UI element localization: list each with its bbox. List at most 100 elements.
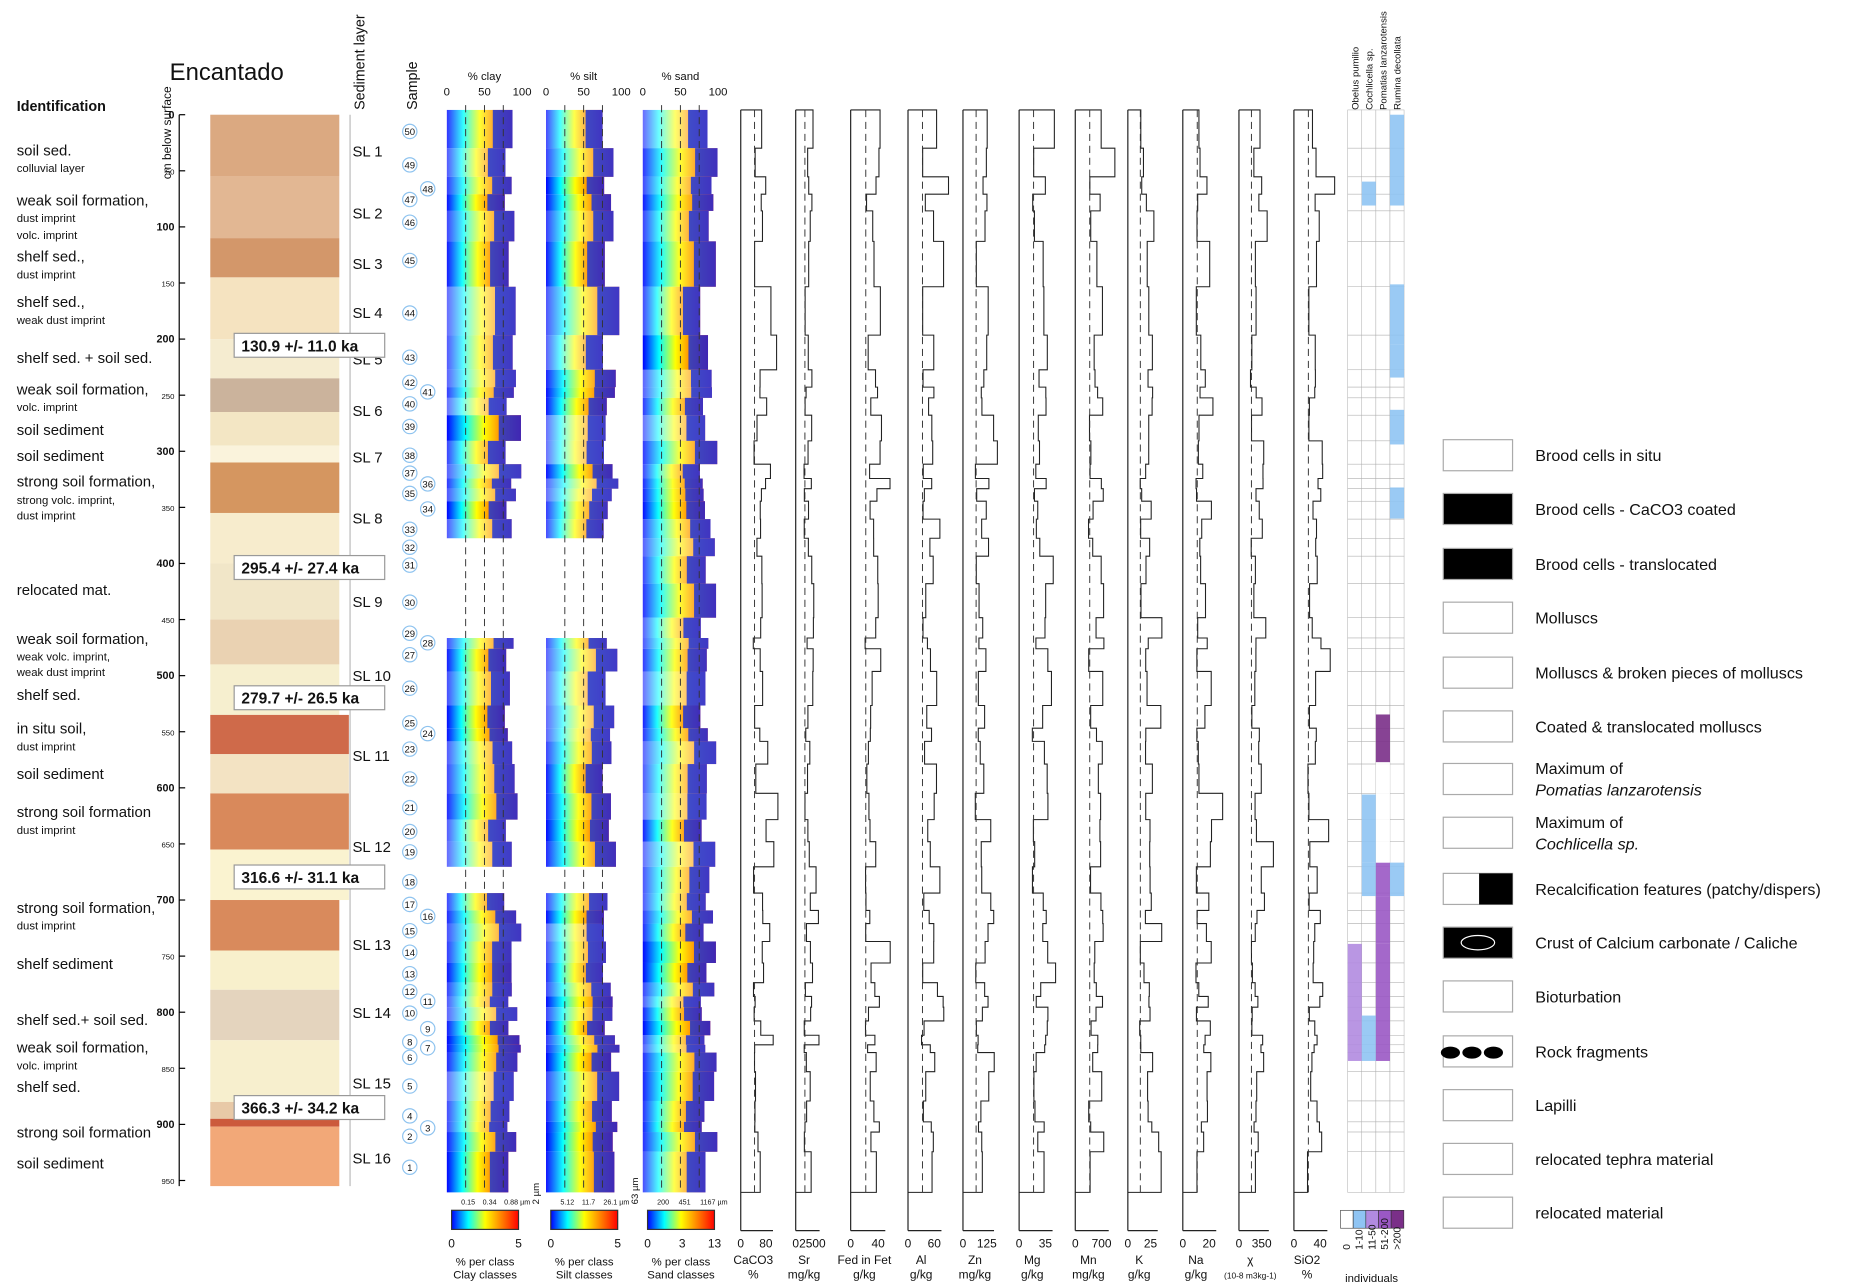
class-label: 51-200 [1380,1218,1391,1250]
heat-row-base [490,996,508,1007]
matrix-fill [1376,863,1390,896]
matrix-cell [1390,211,1404,241]
heat-row-base [592,194,612,211]
matrix-fill [1390,487,1404,518]
heat-row-base [496,793,517,819]
matrix-cell [1348,638,1362,649]
matrix-cell [1348,820,1362,842]
panel-tick: 50 [478,87,491,99]
layer-label: SL 2 [352,206,382,223]
class-tick: 11.7 [582,1198,595,1206]
matrix-cell [1348,538,1362,556]
panel-tick: 50 [674,87,687,99]
layer-label: SL 11 [352,748,389,765]
geo-name: Mn [1080,1253,1097,1267]
sample-id: 50 [404,127,415,138]
legend-box [1443,548,1512,579]
matrix-fill [1348,944,1362,1061]
rock [1484,1047,1503,1059]
soil-layer [210,378,339,412]
heat-row-base [586,110,603,148]
heat-row-base [687,793,706,819]
heat-row-base [586,764,603,793]
geo-name: Sr [798,1253,810,1267]
heat-row-base [492,963,511,983]
geo-unit: g/kg [1185,1267,1208,1281]
heat-row-base [691,387,712,398]
legend-box [1443,1143,1512,1174]
sample-id: 42 [404,378,415,389]
geo-name: Zn [968,1253,982,1267]
heat-row-base [489,501,507,519]
geo-tick: 40 [1314,1236,1328,1250]
matrix-cell [1376,148,1390,177]
heat-row-base [687,963,706,983]
layer-header: Sediment layer [352,14,368,110]
matrix-cell [1348,110,1362,148]
matrix-cell [1362,387,1376,398]
geo-tick: 0 [1291,1236,1298,1250]
sample-id: 7 [425,1043,430,1054]
sample-id: 35 [404,489,415,500]
legend-label: Cochlicella sp. [1535,835,1639,853]
heat-row-base [597,479,619,489]
sample-id: 29 [404,629,415,640]
matrix-cell [1362,941,1376,963]
matrix-cell [1362,370,1376,387]
matrix-cell [1348,556,1362,583]
matrix-cell [1390,910,1404,923]
matrix-cell [1348,671,1362,705]
sample-id: 38 [404,451,415,462]
sample-id: 3 [425,1123,430,1134]
sample-id: 33 [404,525,415,536]
sample-id: 26 [404,684,415,695]
heat-row-base [494,211,514,241]
sample-id: 1 [407,1163,412,1174]
geo-tick: 0 [1016,1236,1023,1250]
matrix-cell [1362,671,1376,705]
matrix-fill [1390,410,1404,445]
matrix-cell [1348,1122,1362,1132]
heat-row-base [589,501,608,519]
colorbar-tick: 0 [644,1236,651,1250]
heat-row-base [591,793,610,819]
identification-line: soil sediment [17,422,105,439]
sample-id: 39 [404,422,415,433]
matrix-cell [1362,1152,1376,1193]
matrix-cell [1362,287,1376,335]
colorbar-tick: 5 [614,1236,621,1250]
layer-label: SL 3 [352,256,382,273]
matrix-cell [1362,649,1376,672]
profile [1075,110,1115,1192]
legend-label: Coated & translocated molluscs [1535,718,1762,736]
panel-unit: % per class [555,1256,614,1268]
heat-row-base [683,464,700,478]
depth-tick-label: 850 [161,1065,174,1074]
legend-label: Molluscs [1535,610,1598,628]
matrix-cell [1362,924,1376,942]
colorbar [452,1210,519,1229]
heat-row-base [589,893,607,910]
class-label: 11-50 [1367,1224,1378,1250]
matrix-cell [1348,287,1362,335]
geo-tick: 350 [1252,1236,1272,1250]
soil-layer [210,1040,339,1102]
matrix-cell [1348,618,1362,638]
matrix-cell [1362,241,1376,286]
matrix-fill [1376,762,1390,862]
heat-row-base [490,1021,508,1035]
sample-id: 2 [407,1132,412,1143]
matrix-cell [1390,963,1404,983]
identification-line: dust imprint [17,511,76,523]
legend-label: Bioturbation [1535,988,1621,1006]
heat-row-base [597,1072,619,1101]
identification-line: volc. imprint [17,230,78,242]
heat-row-base [688,110,707,148]
sample-id: 25 [404,718,415,729]
heat-row-base [688,335,708,370]
layer-label: SL 8 [352,510,382,527]
matrix-cell [1376,1072,1390,1101]
heat-row-base [686,501,705,519]
identification-line: soil sediment [17,1155,105,1172]
identification-line: dust imprint [17,213,76,225]
